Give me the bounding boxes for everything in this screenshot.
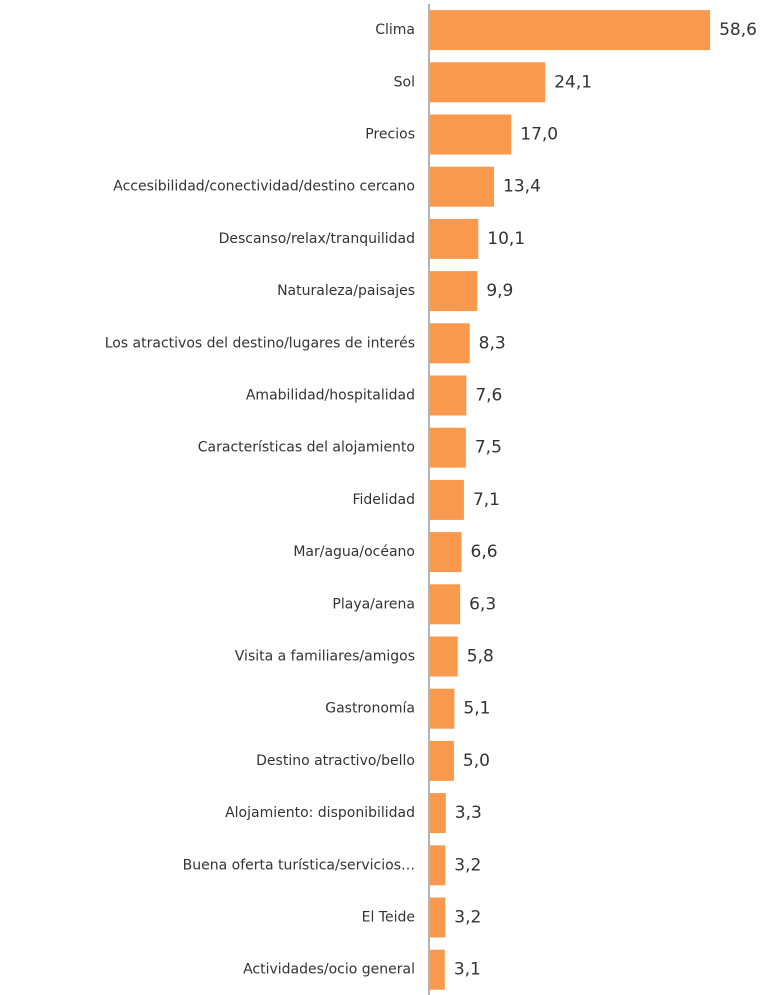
value-label: 3,2: [454, 855, 481, 875]
category-label: Gastronomía: [325, 701, 415, 717]
bar: [430, 218, 479, 259]
category-label: Alojamiento: disponibilidad: [225, 805, 415, 821]
category-label: El Teide: [362, 910, 415, 926]
category-label: Características del alojamiento: [198, 440, 415, 456]
category-label: Actividades/ocio general: [243, 962, 415, 978]
category-label: Mar/agua/océano: [293, 544, 415, 560]
bar: [430, 845, 446, 886]
value-label: 8,3: [479, 333, 506, 353]
bar: [430, 897, 446, 938]
bar: [430, 949, 445, 990]
value-label: 58,6: [719, 20, 757, 40]
bar: [430, 532, 462, 573]
value-label: 5,8: [467, 647, 494, 667]
value-label: 24,1: [554, 72, 592, 92]
bar: [430, 584, 461, 625]
value-label: 13,4: [503, 177, 541, 197]
category-label: Playa/arena: [332, 596, 415, 612]
value-label: 3,1: [454, 960, 481, 980]
value-label: 6,3: [469, 594, 496, 614]
value-label: 17,0: [520, 125, 558, 145]
category-label: Destino atractivo/bello: [256, 753, 415, 769]
category-label: Clima: [375, 22, 415, 38]
bar: [430, 479, 464, 520]
value-label: 5,1: [463, 699, 490, 719]
bar: [430, 323, 470, 364]
category-label: Fidelidad: [352, 492, 415, 508]
category-label: Los atractivos del destino/lugares de in…: [105, 335, 415, 351]
bar: [430, 793, 446, 834]
category-label: Sol: [394, 74, 415, 90]
bar: [430, 375, 467, 416]
bar: [430, 271, 478, 312]
bar: [430, 636, 458, 677]
bar: [430, 10, 711, 51]
category-label: Visita a familiares/amigos: [235, 649, 415, 665]
bar: [430, 427, 466, 468]
value-label: 7,1: [473, 490, 500, 510]
value-label: 6,6: [471, 542, 498, 562]
value-label: 7,6: [475, 386, 502, 406]
category-label: Descanso/relax/tranquilidad: [219, 231, 415, 247]
category-label: Amabilidad/hospitalidad: [246, 388, 415, 404]
bar: [430, 166, 495, 207]
category-label: Accesibilidad/conectividad/destino cerca…: [113, 179, 415, 195]
value-label: 5,0: [463, 751, 490, 771]
value-label: 10,1: [487, 229, 525, 249]
category-label: Precios: [365, 127, 415, 143]
bar: [430, 688, 455, 729]
category-label: Buena oferta turística/servicios…: [183, 857, 415, 873]
value-label: 3,3: [455, 803, 482, 823]
bar: [430, 114, 512, 155]
category-label: Naturaleza/paisajes: [277, 283, 415, 299]
value-label: 3,2: [454, 908, 481, 928]
value-label: 7,5: [475, 438, 502, 458]
value-label: 9,9: [486, 281, 513, 301]
bar: [430, 62, 546, 103]
bar: [430, 740, 454, 781]
